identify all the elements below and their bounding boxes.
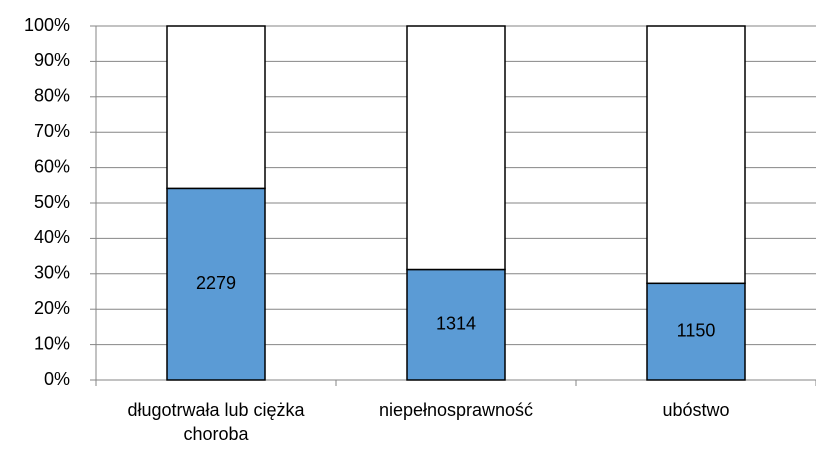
- y-tick-label: 100%: [24, 15, 70, 35]
- data-label: 2279: [196, 273, 236, 293]
- y-tick-label: 60%: [34, 156, 70, 176]
- x-tick-label: ubóstwo: [662, 400, 730, 420]
- bar-segment: [406, 268, 506, 381]
- y-tick-label: 40%: [34, 227, 70, 247]
- data-label: 1150: [677, 320, 716, 340]
- bar-segment: [166, 187, 266, 381]
- y-tick-label: 0%: [44, 369, 70, 389]
- y-tick-label: 10%: [34, 333, 70, 353]
- bar-segment: [406, 25, 506, 271]
- y-tick-label: 20%: [34, 298, 70, 318]
- bar-segment: [646, 25, 746, 285]
- y-tick-label: 90%: [34, 50, 70, 70]
- bar-segment: [646, 282, 746, 381]
- y-tick-label: 50%: [34, 192, 70, 212]
- y-tick-label: 70%: [34, 121, 70, 141]
- bar-segment: [166, 25, 266, 190]
- data-label: 1314: [436, 314, 476, 334]
- x-tick-label: długotrwała lub ciężka choroba: [127, 400, 305, 444]
- x-tick-label: niepełnosprawność: [378, 400, 534, 420]
- y-tick-label: 30%: [34, 263, 70, 283]
- y-tick-label: 80%: [34, 86, 70, 106]
